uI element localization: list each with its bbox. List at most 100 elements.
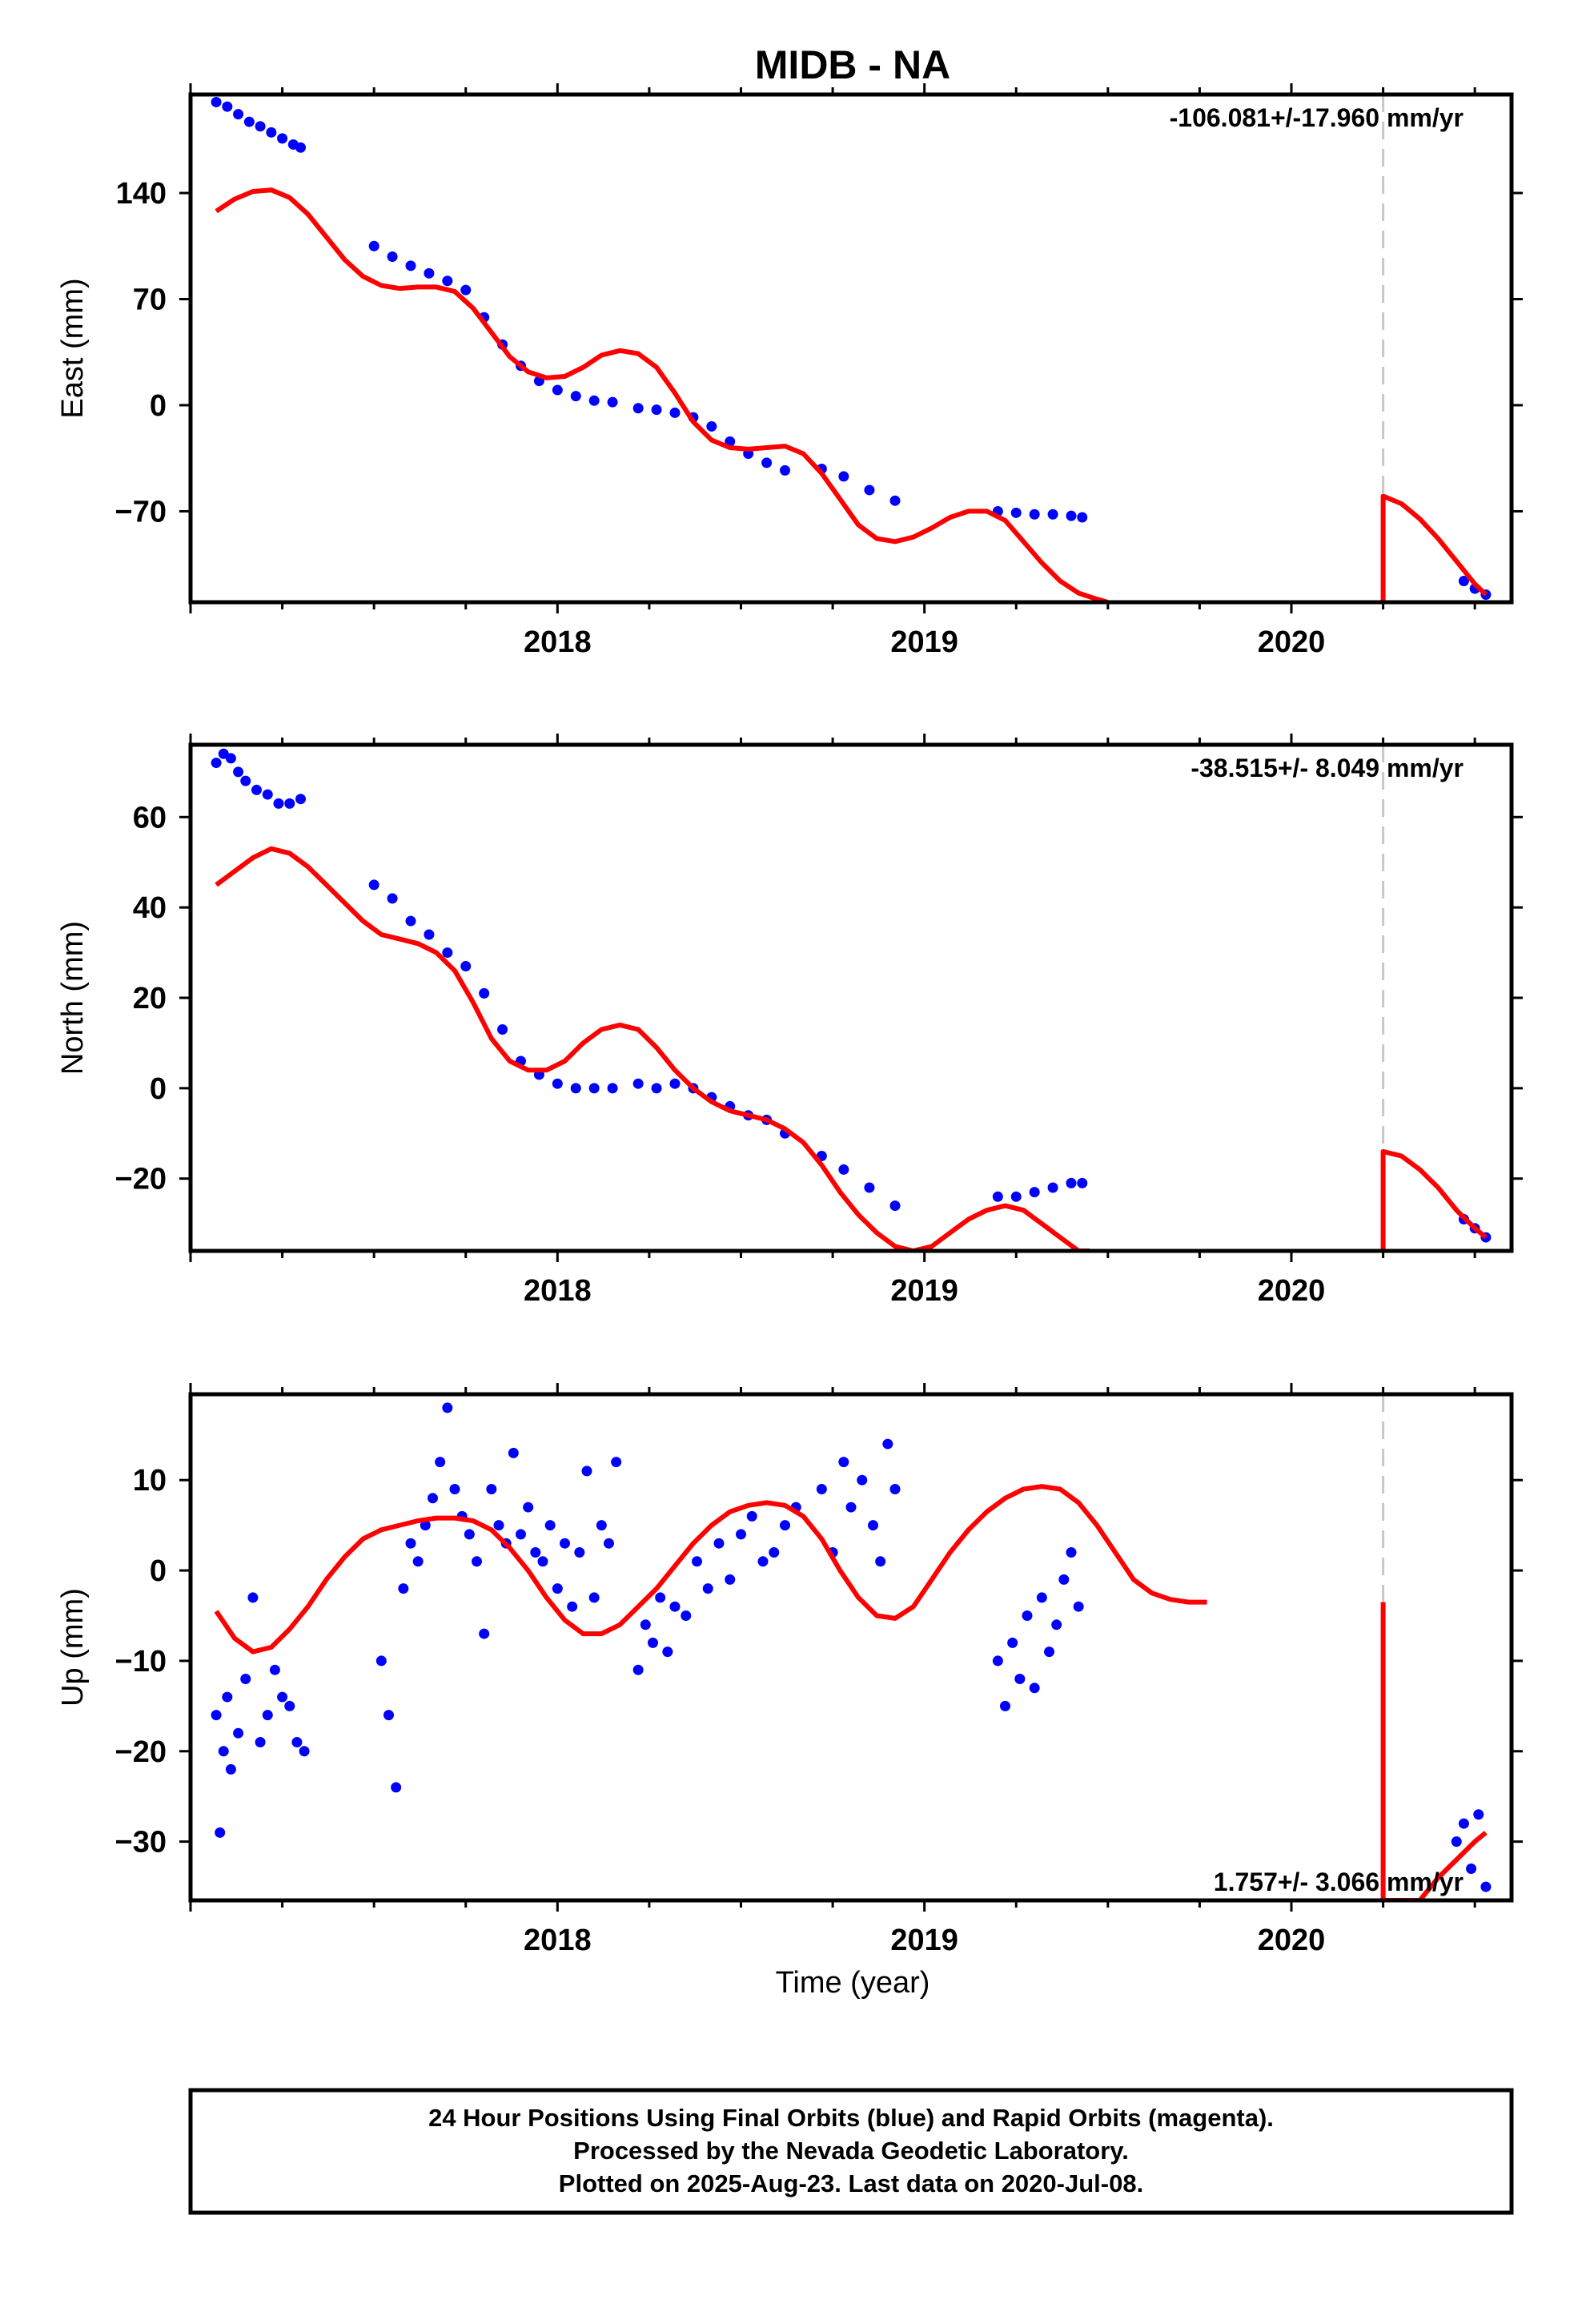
data-point [1077,1177,1088,1188]
data-point [651,1083,662,1094]
data-point [648,1637,658,1648]
data-point [262,789,273,800]
data-point [1473,1809,1484,1820]
data-point [391,1782,402,1793]
data-point [1047,1182,1058,1193]
data-point [761,457,773,468]
data-point [211,96,222,107]
data-point [435,1457,446,1468]
panel-frame [188,1392,1514,1903]
x-axis-label: Time (year) [776,1966,930,2000]
data-point [523,1502,534,1513]
plot-area-north [211,745,1492,1251]
data-point [570,1083,581,1094]
data-point [596,1520,607,1531]
x-tick-label: 2020 [1258,1274,1326,1308]
data-point [725,1574,736,1585]
data-point [460,961,472,971]
data-point [225,1763,236,1775]
data-point [1014,1674,1026,1684]
data-point [387,251,398,263]
data-point [632,1664,644,1675]
panel-up: 2018 2019 2020 −30 −20 −10 0 10 Up (mm) 1.757+/- … [56,1383,1523,1957]
data-point [247,1592,259,1603]
data-point [420,1520,431,1531]
data-point [460,284,472,296]
data-point [1051,1619,1062,1630]
data-point [544,1520,556,1531]
data-point [273,798,284,809]
data-point [1466,1864,1477,1874]
data-point [1007,1637,1018,1648]
footer-line-2: Processed by the Nevada Geodetic Laborat… [573,2137,1129,2165]
data-point [479,1628,490,1639]
data-point [560,1538,570,1549]
data-point [552,1583,563,1594]
data-point [604,1538,614,1549]
data-point [611,1457,622,1468]
data-point [537,1556,548,1567]
x-tick-label: 2020 [1258,1924,1326,1957]
data-point [669,1078,681,1089]
data-point [992,1655,1003,1667]
data-point [383,1710,394,1721]
data-point [780,1520,790,1531]
panel-north: 2018 2019 2020 −20 0 20 40 60 North (mm) -38.515+… [56,734,1523,1308]
data-point [442,1402,453,1413]
data-point [240,775,251,786]
data-point [442,947,453,959]
plot-area-up [211,1394,1492,1900]
data-point [233,766,244,778]
data-point [838,1164,849,1175]
data-point [706,420,717,432]
data-point [493,1520,504,1531]
data-point [1036,1592,1047,1603]
panels: 2018 2019 2020 −70 0 70 140 East (mm) -106.081+/… [56,83,1523,1957]
x-tick-label: 2020 [1258,625,1326,659]
data-point [889,1200,901,1212]
data-point [222,101,233,112]
data-point [746,1510,757,1522]
data-point [838,1457,849,1468]
data-point [222,1691,233,1703]
data-point [640,1619,651,1630]
data-point [1022,1610,1033,1621]
data-point [251,784,262,795]
data-point [405,260,416,271]
data-point [889,495,901,506]
panel-frame [188,742,1514,1253]
data-point [277,133,288,144]
footer-line-3: Plotted on 2025-Aug-23. Last data on 202… [559,2169,1143,2197]
data-point [1010,1191,1022,1202]
y-tick-label: 0 [150,389,167,423]
data-point [889,1484,901,1494]
data-point [269,1664,280,1675]
x-tick-label: 2019 [890,1924,958,1957]
data-point [233,1727,244,1739]
y-tick-label: 0 [150,1072,167,1106]
data-point [662,1647,673,1658]
model-curve [1380,493,1488,602]
data-point [875,1556,886,1567]
data-point [552,1078,563,1089]
data-point [588,1083,600,1094]
panel-frame [188,92,1514,605]
data-point [211,1710,222,1721]
data-point [1029,1683,1040,1694]
y-axis-label-east: East (mm) [56,278,90,418]
data-point [1073,1601,1084,1612]
x-tick-label: 2018 [524,625,592,659]
model-curve [1380,1602,1488,1900]
data-point [368,240,379,251]
data-point [291,1737,303,1747]
x-tick-label: 2018 [524,1924,592,1957]
data-point [1451,1836,1462,1848]
data-point [845,1502,857,1513]
data-point [424,267,435,279]
data-point [552,384,563,396]
data-point [1480,1881,1492,1892]
data-point [497,1024,508,1035]
y-tick-label: 140 [116,177,167,211]
data-point [405,915,416,927]
